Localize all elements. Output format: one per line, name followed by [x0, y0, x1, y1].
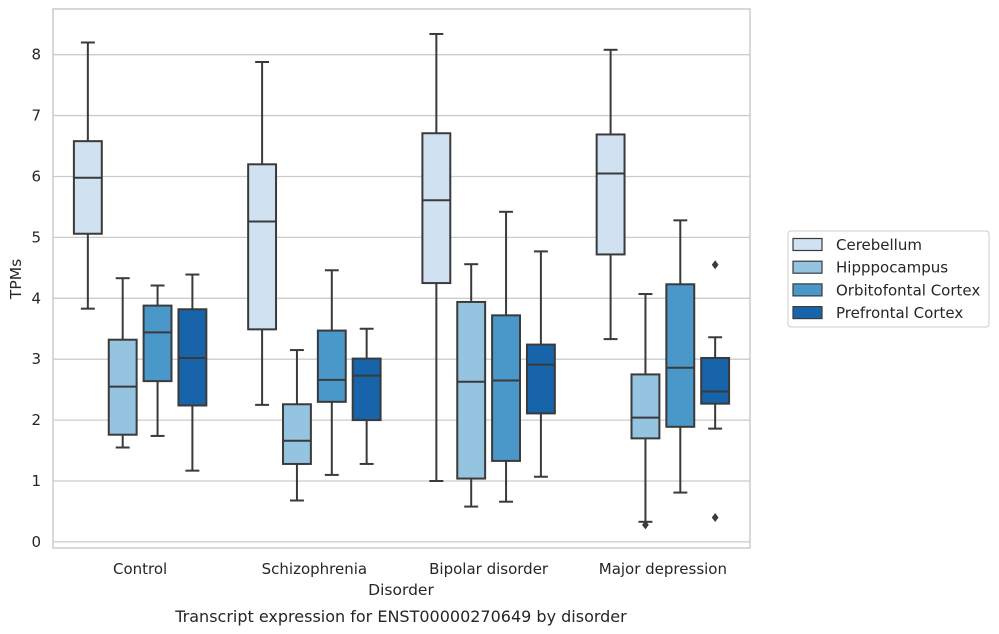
- iqr-box: [72, 140, 103, 235]
- box-prefrontal-cortex: [177, 273, 208, 472]
- y-tick-label: 2: [31, 411, 41, 429]
- box-prefrontal-cortex: [351, 327, 382, 465]
- box-hipppocampus: [107, 277, 138, 449]
- x-tick-labels: Control Schizophrenia Bipolar disorder Majo…: [113, 560, 727, 578]
- box-prefrontal-cortex: [700, 260, 731, 523]
- y-axis-label: TPMs: [7, 259, 25, 300]
- box-cerebellum: [595, 48, 626, 341]
- iqr-box: [247, 163, 278, 331]
- legend-swatch: [792, 260, 823, 274]
- y-tick-label: 4: [31, 289, 41, 307]
- iqr-box: [595, 133, 626, 256]
- x-tick-label: Bipolar disorder: [429, 560, 549, 578]
- box-orbitofontal-cortex: [491, 210, 521, 503]
- iqr-box: [456, 300, 487, 480]
- box-cerebellum: [421, 32, 452, 483]
- chart-caption: Transcript expression for ENST0000027064…: [174, 607, 627, 626]
- legend-frame: [787, 230, 990, 328]
- box-cerebellum: [247, 60, 278, 406]
- box-orbitofontal-cortex: [665, 219, 696, 494]
- legend-label: Prefrontal Cortex: [836, 304, 963, 322]
- x-tick-label: Major depression: [599, 560, 727, 578]
- iqr-box: [630, 373, 661, 440]
- plot-frame: [52, 8, 751, 549]
- y-tick-labels: 0 1 2 3 4 5 6 7 8: [31, 46, 41, 551]
- y-tick-label: 7: [31, 107, 41, 125]
- outlier-point: [711, 260, 719, 270]
- y-tick-label: 1: [31, 472, 41, 490]
- legend-swatch: [792, 306, 823, 320]
- box-orbitofontal-cortex: [142, 284, 173, 437]
- box-hipppocampus: [282, 349, 312, 502]
- iqr-box: [665, 283, 696, 428]
- y-tick-label: 3: [31, 350, 41, 368]
- box-cerebellum: [72, 41, 103, 310]
- iqr-box: [282, 403, 312, 465]
- iqr-box: [525, 343, 556, 415]
- y-tick-label: 6: [31, 167, 41, 185]
- iqr-box: [700, 356, 731, 405]
- box-groups: [72, 32, 731, 530]
- box-orbitofontal-cortex: [316, 269, 347, 476]
- box-hipppocampus: [456, 263, 487, 508]
- y-tick-label: 8: [31, 46, 41, 64]
- iqr-box: [421, 132, 452, 285]
- y-tick-label: 0: [31, 533, 41, 551]
- y-tick-label: 5: [31, 228, 41, 246]
- x-tick-label: Control: [113, 560, 167, 578]
- legend-swatch: [792, 237, 823, 252]
- legend: Cerebellum Hipppocampus Orbitofontal Corte…: [787, 230, 990, 328]
- legend-label: Orbitofontal Cortex: [836, 281, 980, 299]
- iqr-box: [316, 329, 347, 403]
- x-axis-label: Disorder: [368, 581, 434, 599]
- box-prefrontal-cortex: [525, 250, 556, 478]
- outlier-point: [642, 520, 649, 530]
- iqr-box: [491, 314, 521, 462]
- legend-label: Hipppocampus: [836, 259, 948, 277]
- x-tick-label: Schizophrenia: [262, 560, 367, 578]
- iqr-box: [351, 357, 382, 422]
- outlier-point: [711, 513, 719, 523]
- legend-swatch: [792, 283, 823, 297]
- box-hipppocampus: [630, 293, 661, 530]
- legend-label: Cerebellum: [836, 236, 922, 254]
- iqr-box: [142, 304, 173, 383]
